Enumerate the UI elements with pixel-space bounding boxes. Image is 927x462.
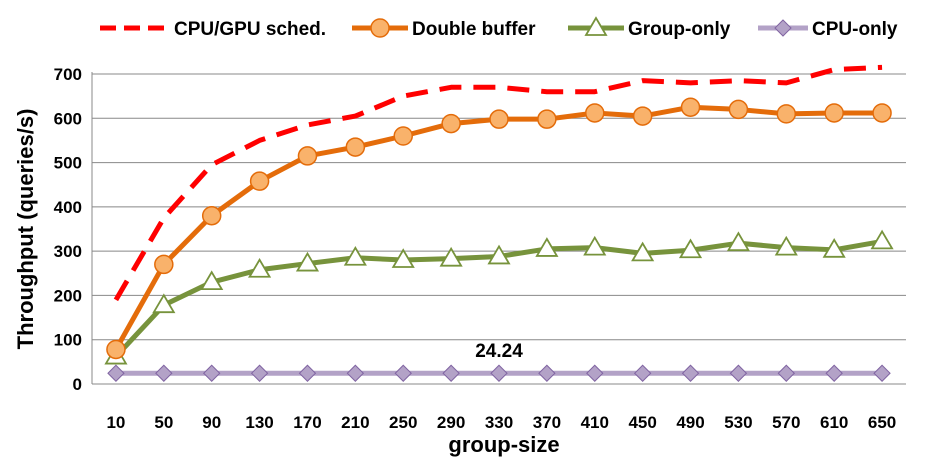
point-double-buffer-90	[201, 205, 222, 226]
series-cpu-gpu-sched	[113, 64, 883, 302]
point-double-buffer-50	[154, 254, 174, 275]
point-group-only-90	[200, 270, 224, 291]
point-cpu-only-570	[777, 364, 796, 382]
y-tick-100: 100	[54, 331, 82, 350]
legend-label-cpu-only: CPU-only	[812, 19, 898, 40]
point-double-buffer-650	[872, 103, 892, 123]
legend-label-group-only: Group-only	[628, 19, 731, 40]
series-line-cpu-gpu-sched	[113, 64, 883, 302]
point-cpu-only-250	[394, 364, 412, 382]
x-tick-530: 530	[724, 413, 752, 432]
x-tick-130: 130	[245, 413, 273, 432]
point-double-buffer-450	[632, 106, 653, 126]
point-group-only-530	[726, 231, 750, 252]
point-cpu-only-490	[681, 364, 700, 382]
x-tick-170: 170	[293, 413, 321, 432]
point-double-buffer-610	[824, 103, 844, 123]
y-tick-500: 500	[54, 154, 82, 173]
point-double-buffer-570	[776, 104, 797, 124]
point-cpu-only-610	[825, 364, 843, 382]
x-tick-570: 570	[772, 413, 800, 432]
point-double-buffer-10	[106, 339, 126, 360]
point-cpu-only-90	[202, 364, 221, 382]
point-group-only-410	[583, 235, 607, 256]
point-double-buffer-250	[393, 126, 413, 146]
point-cpu-only-290	[442, 364, 460, 382]
point-cpu-only-170	[298, 364, 317, 382]
point-group-only-570	[774, 235, 798, 256]
point-group-only-330	[487, 244, 511, 265]
point-double-buffer-130	[249, 171, 270, 191]
y-tick-400: 400	[54, 198, 82, 217]
series-double-buffer	[106, 97, 892, 360]
point-group-only-450	[631, 241, 655, 262]
point-group-only-370	[535, 237, 559, 257]
y-tick-600: 600	[54, 109, 82, 128]
point-cpu-only-50	[155, 364, 173, 382]
point-double-buffer-370	[537, 109, 557, 129]
x-tick-330: 330	[485, 413, 513, 432]
x-tick-250: 250	[389, 413, 417, 432]
point-cpu-only-370	[538, 364, 556, 382]
point-group-only-210	[343, 246, 367, 266]
y-tick-300: 300	[54, 242, 82, 261]
legend-marker-group-only	[584, 16, 608, 36]
point-double-buffer-490	[680, 97, 701, 117]
point-cpu-only-210	[346, 364, 365, 382]
legend-item-cpu-only: CPU-only	[758, 19, 898, 40]
x-tick-410: 410	[581, 413, 609, 432]
legend-item-group-only: Group-only	[568, 16, 731, 40]
point-cpu-only-330	[490, 364, 508, 382]
x-tick-50: 50	[154, 413, 173, 432]
series-line-double-buffer	[113, 104, 883, 351]
legend-item-cpu-gpu-sched: CPU/GPU sched.	[100, 19, 326, 40]
y-tick-700: 700	[54, 65, 82, 84]
y-axis-title: Throughput (queries/s)	[13, 109, 38, 350]
x-tick-650: 650	[868, 413, 896, 432]
cpu-only-value-label: 24.24	[475, 341, 523, 362]
point-cpu-only-410	[586, 364, 604, 382]
legend-marker-double-buffer	[370, 18, 390, 38]
point-group-only-610	[822, 238, 846, 258]
point-cpu-only-530	[729, 364, 748, 382]
point-group-only-650	[870, 229, 894, 250]
point-cpu-only-130	[250, 364, 269, 382]
point-group-only-130	[248, 257, 272, 278]
point-cpu-only-650	[873, 364, 891, 382]
point-cpu-only-450	[633, 364, 652, 382]
tick-labels: 0 100 200 300 400 500 600 700 10 50 90 130 170 210 250…	[54, 65, 897, 432]
x-tick-290: 290	[437, 413, 465, 432]
point-double-buffer-530	[728, 99, 749, 120]
point-double-buffer-330	[489, 109, 509, 129]
x-tick-450: 450	[628, 413, 656, 432]
point-double-buffer-170	[297, 146, 318, 166]
legend-item-double-buffer: Double buffer	[352, 18, 536, 40]
x-tick-210: 210	[341, 413, 369, 432]
y-tick-200: 200	[54, 286, 82, 305]
point-group-only-290	[439, 246, 463, 267]
legend-label-cpu-gpu-sched: CPU/GPU sched.	[174, 19, 326, 40]
point-double-buffer-410	[585, 103, 605, 123]
point-group-only-170	[295, 251, 320, 272]
series-cpu-only	[107, 364, 891, 382]
point-group-only-50	[152, 293, 176, 314]
point-cpu-only-10	[107, 364, 125, 382]
point-group-only-250	[391, 248, 415, 268]
x-tick-90: 90	[202, 413, 221, 432]
legend-label-double-buffer: Double buffer	[412, 19, 536, 40]
legend: CPU/GPU sched. Double buffer Group-only CPU…	[100, 16, 898, 40]
point-group-only-490	[678, 238, 703, 259]
point-double-buffer-210	[345, 137, 366, 157]
y-tick-0: 0	[73, 375, 82, 394]
point-double-buffer-290	[441, 113, 461, 134]
series-layer	[104, 64, 894, 382]
x-tick-490: 490	[676, 413, 704, 432]
x-tick-370: 370	[533, 413, 561, 432]
x-tick-10: 10	[106, 413, 125, 432]
legend-marker-cpu-only	[774, 19, 792, 37]
x-axis-title: group-size	[448, 432, 559, 457]
x-tick-610: 610	[820, 413, 848, 432]
